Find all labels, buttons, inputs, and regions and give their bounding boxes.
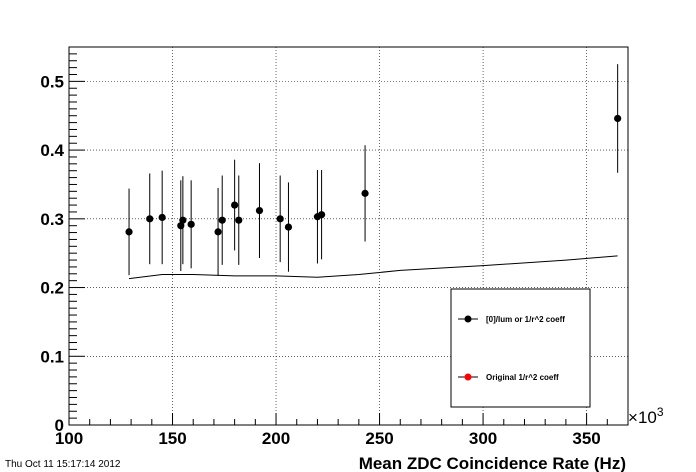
legend: [0]/lum or 1/r^2 coeff Original 1/r^2 co… <box>450 288 591 408</box>
plot-frame <box>68 46 629 426</box>
y-tick-label: 0.2 <box>40 279 64 298</box>
series-lum-coeff <box>125 64 622 276</box>
series-original-coeff <box>128 255 618 280</box>
data-point <box>255 206 264 215</box>
data-point <box>218 216 226 224</box>
data-point <box>125 228 133 236</box>
x-multiplier-base: 10 <box>638 408 657 427</box>
legend-label-original-coeff: Original 1/r^2 coeff <box>486 373 559 382</box>
legend-marker-original-coeff <box>464 373 472 381</box>
data-point <box>361 189 369 197</box>
timestamp: Thu Oct 11 15:17:14 2012 <box>5 459 121 470</box>
x-tick-label: 350 <box>572 429 600 448</box>
data-point <box>146 215 154 223</box>
data-point <box>187 220 195 228</box>
x-tick-label: 200 <box>262 429 290 448</box>
y-tick-label: 0.3 <box>40 210 64 229</box>
legend-box <box>450 288 591 408</box>
data-point <box>614 114 622 123</box>
x-multiplier-exponent: 3 <box>657 405 664 419</box>
x-axis-multiplier: ×103 <box>628 405 664 427</box>
data-point <box>276 215 284 223</box>
data-point <box>231 201 239 209</box>
data-point <box>179 216 187 224</box>
x-tick-label: 150 <box>158 429 186 448</box>
x-multiplier-times: × <box>628 408 638 427</box>
x-tick-label: 100 <box>55 429 83 448</box>
data-point <box>235 216 243 224</box>
y-tick-label: 0.1 <box>40 347 64 366</box>
x-axis-title: Mean ZDC Coincidence Rate (Hz) <box>359 454 626 472</box>
y-tick-label: 0.4 <box>40 141 64 160</box>
y-tick-labels: 0 0.1 0.2 0.3 0.4 0.5 <box>40 72 64 435</box>
axis-ticks <box>68 46 629 426</box>
data-point <box>158 213 166 222</box>
x-tick-label: 300 <box>469 429 497 448</box>
data-point <box>214 228 222 236</box>
x-tick-label: 250 <box>365 429 393 448</box>
grid <box>69 47 628 425</box>
data-point <box>317 211 326 219</box>
legend-label-lum-coeff: [0]/lum or 1/r^2 coeff <box>486 315 565 324</box>
series-line-original-coeff <box>128 255 618 280</box>
legend-marker-lum-coeff <box>464 315 472 323</box>
data-point <box>284 223 293 231</box>
x-tick-labels: 100 150 200 250 300 350 <box>55 429 601 448</box>
y-tick-label: 0.5 <box>40 72 64 91</box>
y-tick-label: 0 <box>55 416 64 435</box>
